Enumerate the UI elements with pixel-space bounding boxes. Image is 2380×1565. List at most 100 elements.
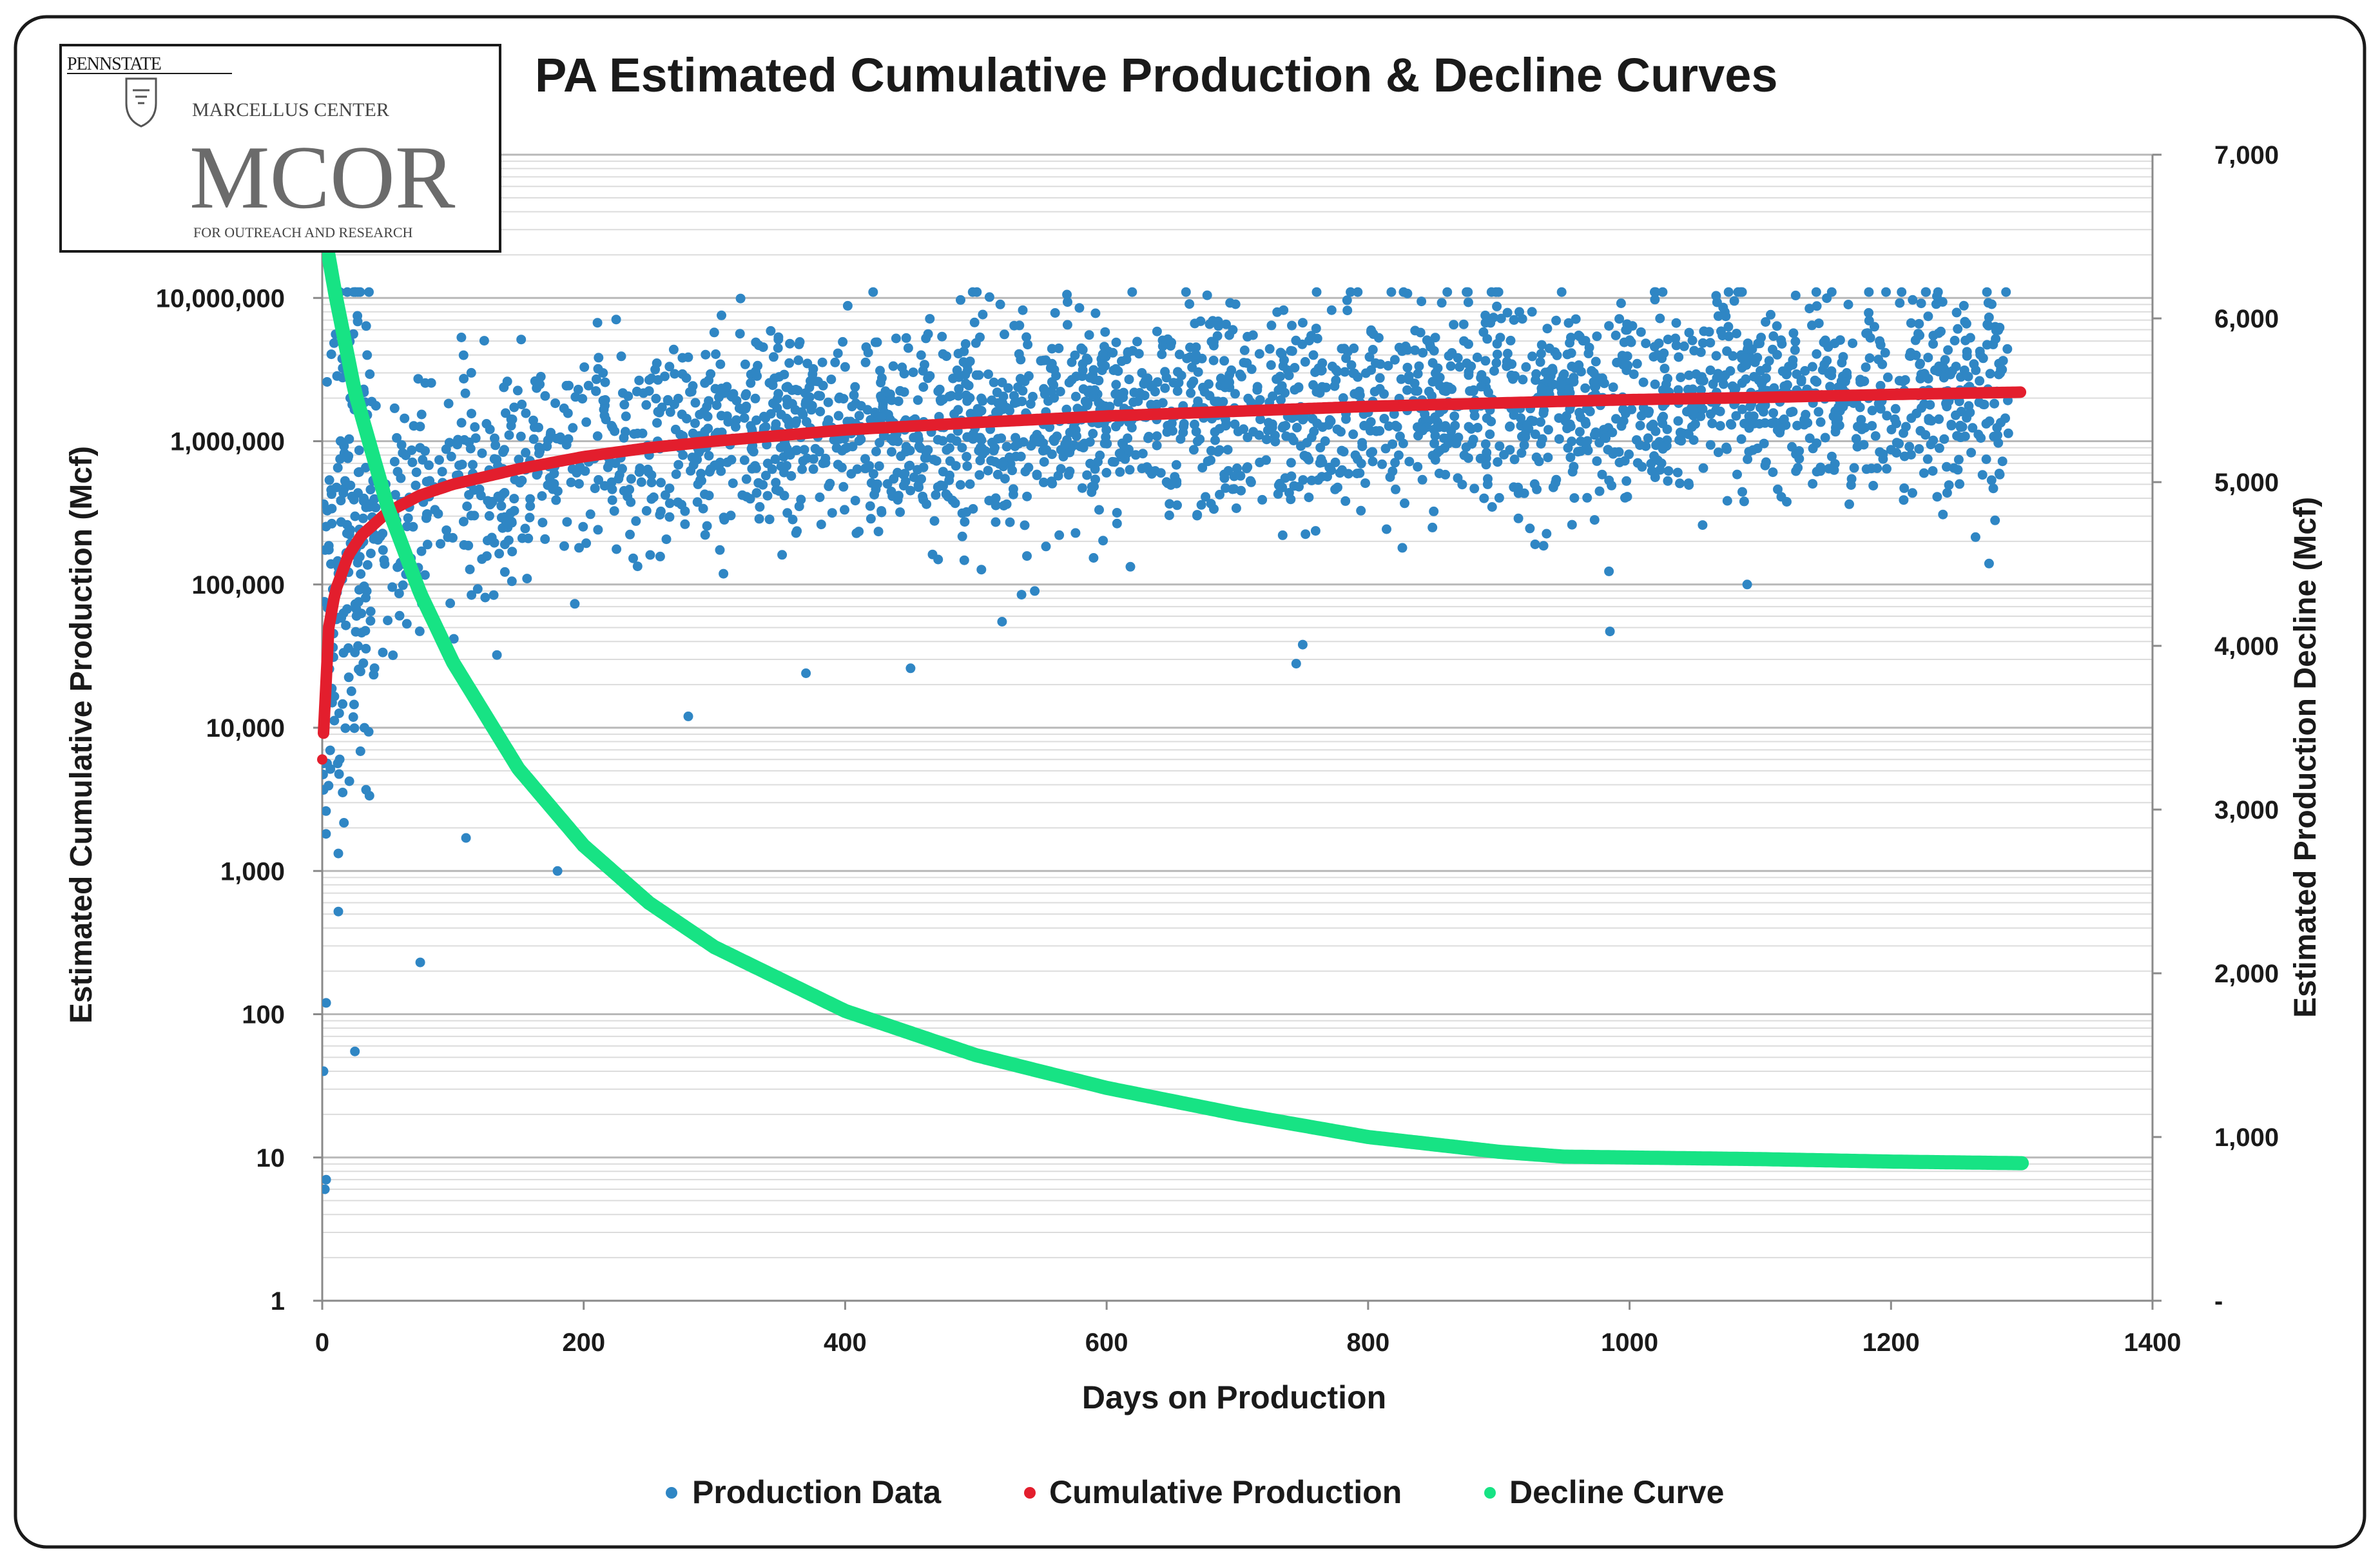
data-point [653, 374, 663, 385]
data-point [1009, 320, 1020, 331]
data-point [648, 492, 659, 502]
data-point [1604, 321, 1614, 331]
data-point [646, 478, 657, 488]
data-point [726, 454, 737, 465]
data-point [1882, 463, 1891, 474]
data-point [916, 350, 926, 360]
data-point [741, 402, 751, 411]
data-point [634, 375, 644, 385]
data-point [1082, 470, 1092, 480]
data-point [1195, 434, 1205, 444]
data-point [634, 467, 644, 477]
data-point [971, 338, 981, 348]
data-point [1696, 347, 1706, 357]
data-point [639, 388, 648, 398]
data-point [1597, 469, 1607, 480]
data-point [1713, 311, 1723, 321]
data-point [983, 465, 993, 476]
data-point [1674, 435, 1685, 445]
data-point [1826, 451, 1837, 462]
data-point [1371, 358, 1380, 368]
data-point [1750, 357, 1760, 367]
data-point [378, 545, 388, 555]
data-point [1881, 287, 1891, 297]
data-point [1552, 350, 1562, 360]
data-point [835, 434, 844, 444]
data-point [1185, 342, 1195, 353]
data-point [1914, 318, 1924, 329]
data-point [1005, 517, 1015, 527]
data-point [766, 326, 776, 336]
data-point [1993, 438, 2004, 448]
data-point [840, 362, 850, 372]
data-point [1315, 442, 1326, 452]
data-point [976, 565, 987, 575]
data-point [1542, 324, 1553, 334]
data-point [1210, 435, 1220, 445]
data-point [1803, 418, 1813, 428]
data-point [891, 333, 901, 344]
data-point [344, 434, 354, 444]
data-point [322, 770, 328, 779]
data-point [1117, 356, 1127, 366]
data-point [929, 516, 940, 526]
data-point [628, 553, 638, 563]
data-point [1532, 484, 1542, 494]
data-point [1875, 447, 1885, 457]
data-point [464, 490, 474, 500]
data-point [1020, 520, 1030, 530]
data-point [1206, 455, 1215, 465]
data-point [1279, 305, 1289, 315]
data-point [1486, 287, 1496, 297]
data-point [1237, 371, 1246, 382]
data-point [1505, 445, 1515, 455]
data-point [1475, 453, 1485, 463]
data-point [1984, 558, 1994, 569]
data-point [1170, 472, 1180, 482]
data-point [801, 397, 811, 407]
data-point [1673, 385, 1683, 395]
data-point [1636, 411, 1647, 421]
data-point [1565, 338, 1575, 348]
data-point [346, 686, 356, 696]
data-point [550, 398, 561, 409]
data-point [753, 340, 764, 351]
data-point [1621, 476, 1632, 486]
y-left-tick-labels: 1 10 100 1,000 10,000 100,000 1,000,000 10,000,… [156, 284, 285, 1316]
data-point [1592, 456, 1602, 466]
data-point [1756, 333, 1766, 343]
data-point [1009, 398, 1020, 408]
data-point [1391, 420, 1400, 431]
data-point [1007, 465, 1018, 476]
data-point [1766, 309, 1775, 320]
data-point [799, 445, 809, 455]
data-point [1846, 480, 1856, 490]
data-point [1919, 369, 1930, 380]
data-point [1078, 442, 1088, 452]
y-right-tick-label: 3,000 [2214, 796, 2279, 824]
data-point [424, 460, 434, 471]
data-point [514, 454, 524, 465]
data-point [1404, 456, 1415, 467]
data-point [847, 442, 858, 452]
data-point [335, 454, 345, 464]
data-point [331, 482, 342, 492]
data-point [1880, 347, 1890, 358]
data-point [1275, 478, 1285, 489]
data-point [731, 422, 740, 432]
data-point [957, 443, 967, 453]
data-point [1715, 421, 1725, 431]
data-point [1181, 287, 1191, 297]
y-right-tick-label: 1,000 [2214, 1123, 2279, 1152]
data-point [1100, 327, 1110, 337]
data-point [1021, 332, 1032, 342]
data-point [378, 647, 388, 657]
data-point [1790, 345, 1800, 355]
data-point [1003, 383, 1013, 393]
data-point [1219, 473, 1230, 483]
data-point [342, 529, 352, 538]
data-point [1208, 355, 1219, 365]
data-point [1916, 298, 1926, 309]
data-point [542, 441, 552, 451]
data-point [711, 349, 721, 359]
